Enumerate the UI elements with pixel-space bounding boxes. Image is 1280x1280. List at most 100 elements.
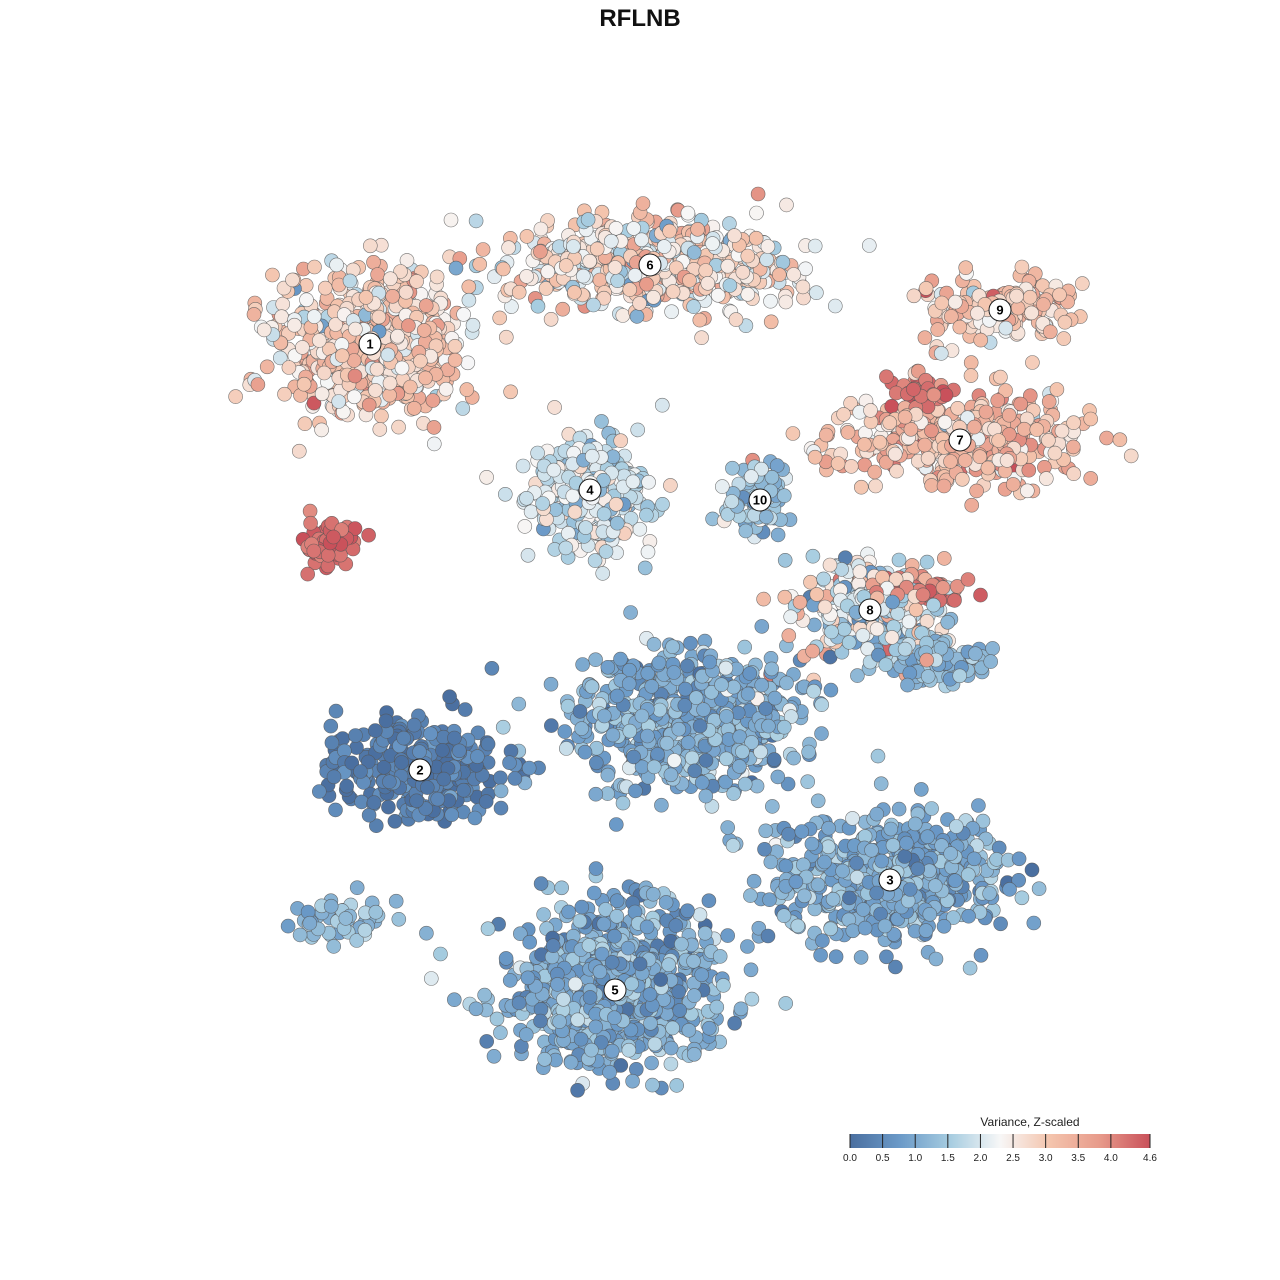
scatter-point — [479, 1034, 495, 1049]
scatter-point — [943, 309, 959, 324]
scatter-point — [1026, 915, 1042, 931]
scatter-point — [354, 794, 369, 810]
scatter-point — [934, 295, 950, 311]
scatter-point — [592, 272, 608, 288]
scatter-point — [845, 923, 861, 939]
scatter-point — [555, 301, 571, 317]
scatter-point — [920, 450, 936, 466]
scatter-point — [323, 718, 339, 734]
scatter-point — [608, 221, 624, 236]
scatter-point — [805, 548, 821, 564]
scatter-point — [714, 479, 730, 494]
scatter-point — [383, 271, 398, 287]
scatter-point — [722, 278, 738, 293]
scatter-point — [578, 520, 594, 535]
scatter-point — [692, 907, 708, 923]
scatter-point — [918, 281, 934, 296]
scatter-point — [401, 318, 416, 333]
scatter-point — [586, 885, 602, 901]
scatter-point — [588, 652, 603, 668]
scatter-point — [643, 1015, 658, 1031]
scatter-point — [1011, 851, 1027, 867]
scatter-point — [584, 1042, 599, 1058]
scatter-point — [807, 449, 823, 465]
scatter-point — [543, 311, 559, 327]
scatter-point — [388, 893, 404, 909]
scatter-point — [480, 736, 496, 752]
scatter-point — [993, 369, 1008, 385]
scatter-point — [920, 829, 935, 845]
scatter-point — [753, 744, 768, 760]
scatter-point — [704, 684, 719, 700]
scatter-point — [1083, 471, 1098, 486]
scatter-point — [936, 551, 952, 566]
scatter-point — [1057, 314, 1073, 330]
scatter-point — [908, 602, 924, 618]
scatter-point — [763, 293, 778, 309]
scatter-point — [588, 861, 604, 876]
scatter-point — [800, 774, 816, 790]
scatter-point — [764, 799, 780, 814]
scatter-point — [625, 474, 641, 490]
scatter-point — [470, 725, 486, 741]
scatter-point — [963, 355, 979, 370]
scatter-point — [477, 987, 492, 1003]
scatter-point — [536, 907, 551, 922]
scatter-point — [936, 918, 952, 934]
scatter-point — [813, 947, 828, 963]
scatter-point — [588, 755, 604, 771]
scatter-point — [897, 641, 913, 657]
scatter-point — [300, 566, 316, 582]
scatter-point — [391, 419, 406, 435]
scatter-point — [429, 269, 445, 285]
scatter-point — [366, 254, 381, 270]
scatter-point — [399, 253, 415, 268]
scatter-point — [493, 1025, 508, 1040]
scatter-point — [778, 294, 794, 310]
scatter-point — [511, 995, 527, 1011]
scatter-point — [613, 433, 629, 449]
scatter-point — [519, 269, 534, 284]
scatter-point — [502, 755, 517, 771]
scatter-point — [801, 744, 816, 760]
scatter-point — [567, 976, 583, 992]
scatter-point — [538, 281, 554, 296]
scatter-point — [493, 770, 508, 786]
scatter-point — [748, 230, 764, 246]
scatter-point — [228, 389, 243, 404]
scatter-point — [710, 287, 726, 303]
scatter-point — [781, 826, 796, 842]
scatter-point — [385, 288, 400, 304]
scatter-point — [644, 1055, 659, 1071]
scatter-point — [759, 252, 775, 267]
scatter-point — [626, 221, 642, 236]
scatter-point — [472, 256, 488, 272]
scatter-point — [993, 916, 1008, 932]
scatter-point — [1013, 396, 1029, 412]
scatter-point — [519, 490, 534, 506]
scatter-point — [596, 290, 612, 306]
scatter-point — [806, 683, 822, 699]
scatter-point — [311, 784, 327, 799]
scatter-point — [716, 978, 731, 993]
scatter-point — [669, 1078, 685, 1093]
scatter-point — [763, 854, 779, 870]
scatter-point — [456, 307, 471, 322]
scatter-point — [757, 841, 772, 857]
scatter-point — [975, 813, 991, 829]
scatter-point — [374, 408, 389, 424]
scatter-point — [879, 369, 894, 385]
scatter-point — [786, 750, 802, 766]
scatter-point — [740, 939, 755, 954]
scatter-point — [743, 888, 758, 903]
scatter-point — [495, 719, 511, 735]
scatter-point — [489, 1011, 505, 1027]
scatter-point — [885, 837, 901, 853]
scatter-point — [814, 726, 829, 741]
scatter-point — [946, 910, 961, 925]
scatter-point — [737, 639, 753, 655]
scatter-point — [973, 332, 989, 348]
scatter-point — [387, 813, 403, 829]
scatter-point — [546, 462, 562, 478]
scatter-point — [798, 261, 813, 277]
